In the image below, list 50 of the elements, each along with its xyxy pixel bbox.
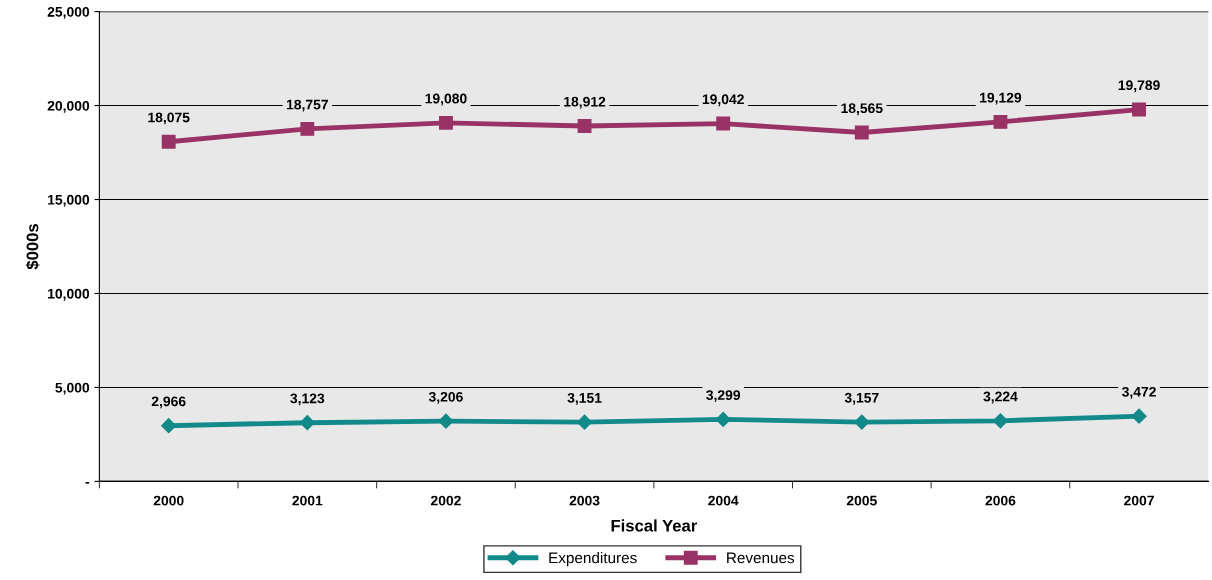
- point: [300, 121, 315, 136]
- data-label: 3,123: [290, 393, 325, 406]
- data-label: 3,224: [983, 391, 1018, 404]
- y-tick-label: 20,000: [47, 100, 90, 113]
- x-tick-label: 2007: [1124, 495, 1154, 506]
- data-label: 18,075: [148, 112, 190, 125]
- x-tick-label: 2003: [569, 495, 600, 506]
- point: [161, 134, 176, 149]
- y-tick-label: 25,000: [47, 6, 90, 19]
- point: [992, 413, 1009, 429]
- data-label: 3,206: [428, 391, 463, 404]
- data-label: 3,472: [1122, 386, 1156, 399]
- data-label: 3,157: [844, 392, 879, 405]
- point: [854, 414, 870, 430]
- point: [438, 413, 454, 429]
- data-label: 19,080: [425, 93, 467, 106]
- point: [1132, 102, 1146, 117]
- x-tick-label: 2001: [292, 495, 323, 506]
- legend-label: Expenditures: [549, 552, 637, 567]
- point: [161, 418, 177, 434]
- data-label: 19,129: [980, 92, 1022, 105]
- data-label: 3,151: [567, 392, 602, 405]
- x-tick-label: 2005: [846, 495, 877, 506]
- data-label: 2,966: [151, 396, 186, 409]
- point: [1131, 408, 1147, 424]
- data-label: 18,757: [286, 99, 328, 112]
- data-label: 19,042: [702, 94, 744, 107]
- data-label: 18,565: [841, 103, 883, 116]
- legend-label: Revenues: [727, 552, 795, 564]
- x-tick-label: 2006: [985, 495, 1016, 506]
- y-axis-title: $000s: [25, 224, 40, 270]
- x-tick-label: 2004: [708, 495, 739, 506]
- point: [716, 116, 731, 131]
- y-tick-label: 15,000: [48, 194, 90, 207]
- point: [576, 414, 593, 430]
- y-tick-label: 10,000: [48, 288, 90, 301]
- point: [715, 411, 731, 427]
- y-tick-label: 5,000: [55, 382, 90, 395]
- point: [577, 119, 592, 133]
- point: [854, 125, 869, 140]
- point: [438, 115, 453, 130]
- data-label: 19,789: [1118, 80, 1160, 93]
- point: [993, 114, 1008, 129]
- x-axis-title: Fiscal Year: [611, 519, 698, 532]
- y-tick-label: -: [85, 482, 90, 484]
- point: [299, 415, 315, 431]
- x-tick-label: 2002: [430, 495, 461, 506]
- x-tick-label: 2000: [153, 495, 184, 506]
- data-label: 3,299: [706, 390, 741, 403]
- data-label: 18,912: [564, 96, 606, 109]
